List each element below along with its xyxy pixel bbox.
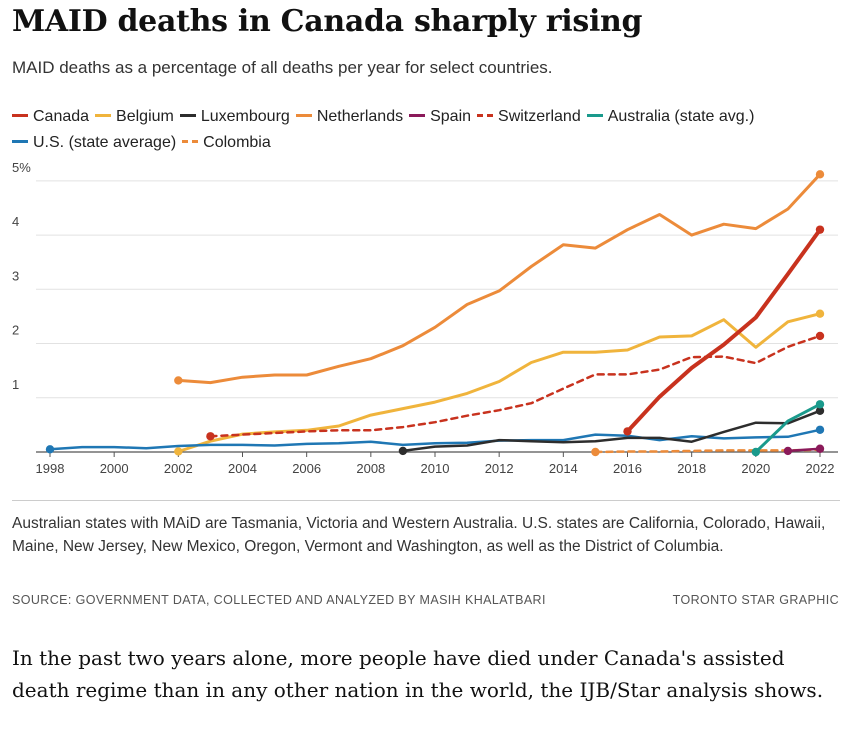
x-tick-label: 2012 xyxy=(485,461,514,476)
data-point-u-s-state-average xyxy=(815,425,825,434)
y-tick-label: 4 xyxy=(12,214,19,229)
legend-swatch xyxy=(182,140,199,144)
legend-label: Belgium xyxy=(116,108,174,125)
x-tick-label: 2016 xyxy=(613,461,642,476)
legend-swatch xyxy=(586,114,603,118)
series-line-luxembourg xyxy=(401,409,822,453)
legend-label: Colombia xyxy=(203,134,271,151)
legend-label: Canada xyxy=(33,108,90,125)
data-point-luxembourg xyxy=(815,406,825,415)
series-line-u-s-state-average xyxy=(48,428,822,451)
x-tick-label: 2002 xyxy=(164,461,193,476)
y-tick-label: 1 xyxy=(12,377,19,392)
data-point-netherlands xyxy=(815,170,825,179)
data-point-u-s-state-average xyxy=(45,445,55,454)
legend-label: Australia (state avg.) xyxy=(607,108,755,125)
source-credit: SOURCE: GOVERNMENT DATA, COLLECTED AND A… xyxy=(12,593,546,607)
series-line-belgium xyxy=(176,312,822,453)
legend-item: Spain xyxy=(409,104,471,130)
x-tick-label: 2006 xyxy=(292,461,321,476)
legend-label: U.S. (state average) xyxy=(33,134,177,151)
x-tick-label: 2010 xyxy=(421,461,450,476)
x-tick-label: 2018 xyxy=(677,461,706,476)
data-point-switzerland xyxy=(206,432,215,441)
legend-label: Spain xyxy=(430,108,472,125)
legend-label: Switzerland xyxy=(498,108,581,125)
chart-legend: Canada Belgium Luxembourg Netherlands Spain S… xyxy=(12,104,842,156)
x-tick-label: 2014 xyxy=(549,461,578,476)
y-tick-label: 5% xyxy=(12,160,31,175)
data-point-belgium xyxy=(815,309,825,318)
data-point-australia-state-avg xyxy=(751,447,761,457)
x-tick-label: 2004 xyxy=(228,461,257,476)
legend-item: Belgium xyxy=(95,104,174,130)
y-tick-label: 3 xyxy=(12,268,19,283)
data-point-switzerland xyxy=(815,331,825,341)
divider xyxy=(12,500,840,501)
data-point-spain xyxy=(815,444,825,453)
legend-item: Netherlands xyxy=(295,104,404,130)
article-paragraph: In the past two years alone, more people… xyxy=(12,646,824,702)
data-point-netherlands xyxy=(174,376,183,385)
legend-swatch xyxy=(295,114,312,118)
data-point-australia-state-avg xyxy=(815,400,825,409)
legend-item: Canada xyxy=(12,104,89,130)
data-point-canada xyxy=(623,427,632,436)
legend-swatch xyxy=(179,114,196,118)
legend-item: U.S. (state average) xyxy=(12,130,176,156)
chart-title: MAID deaths in Canada sharply rising xyxy=(12,4,643,39)
chart-note: Australian states with MAiD are Tasmania… xyxy=(12,515,826,555)
x-tick-label: 2000 xyxy=(100,461,129,476)
legend-swatch xyxy=(409,114,426,118)
y-tick-label: 2 xyxy=(12,323,19,338)
series-line-canada xyxy=(625,227,822,434)
series-line-switzerland xyxy=(209,334,822,438)
data-point-spain xyxy=(783,446,793,456)
x-tick-label: 2008 xyxy=(356,461,385,476)
series-line-spain xyxy=(786,447,822,453)
legend-item: Colombia xyxy=(182,130,271,156)
legend-label: Netherlands xyxy=(316,108,404,125)
series-line-colombia xyxy=(594,448,822,454)
data-point-belgium xyxy=(174,447,183,456)
legend-label: Luxembourg xyxy=(200,108,290,125)
series-line-australia-state-avg xyxy=(754,402,822,454)
data-point-canada xyxy=(815,225,825,234)
x-tick-label: 2022 xyxy=(806,461,835,476)
legend-item: Luxembourg xyxy=(179,104,290,130)
legend-swatch xyxy=(95,114,112,118)
legend-item: Australia (state avg.) xyxy=(586,104,755,130)
legend-swatch xyxy=(12,114,28,118)
x-tick-label: 2020 xyxy=(741,461,770,476)
legend-item: Switzerland xyxy=(477,104,581,130)
chart-subtitle: MAID deaths as a percentage of all death… xyxy=(12,58,553,77)
x-tick-label: 1998 xyxy=(36,461,65,476)
data-point-colombia xyxy=(591,447,600,457)
line-chart: 1 2 3 4 5% 1998 2000 2002 2004 2006 2008 2010 2012 20… xyxy=(12,160,838,476)
legend-swatch xyxy=(12,140,28,144)
series-line-netherlands xyxy=(176,172,822,385)
legend-swatch xyxy=(477,114,494,118)
data-point-luxembourg xyxy=(398,446,408,456)
graphic-credit: TORONTO STAR GRAPHIC xyxy=(672,593,839,607)
